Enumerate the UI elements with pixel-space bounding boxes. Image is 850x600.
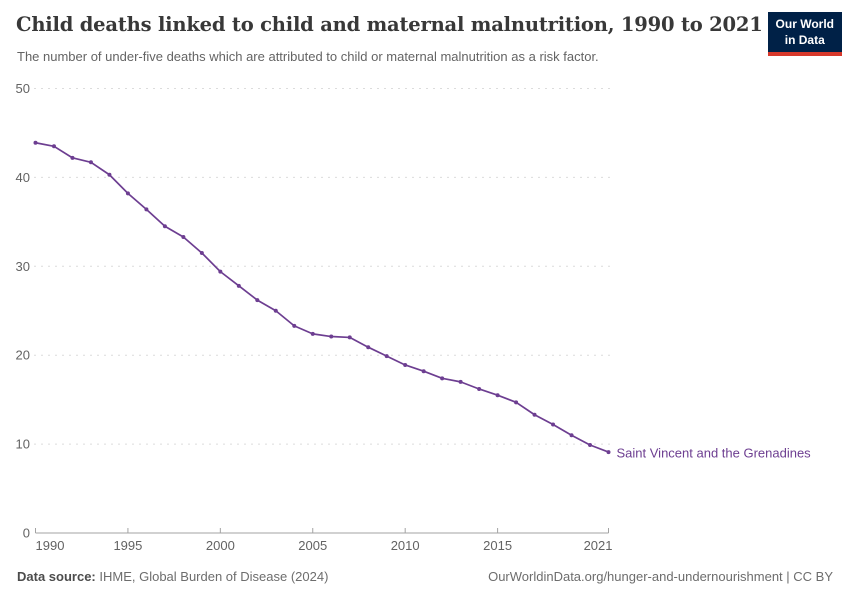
data-point[interactable] [588,442,593,447]
data-point[interactable] [569,433,574,438]
data-point[interactable] [88,160,93,165]
data-point[interactable] [107,172,112,177]
chart-footer: Data source: IHME, Global Burden of Dise… [17,569,833,584]
data-point[interactable] [125,191,130,196]
data-point[interactable] [292,323,297,328]
data-point[interactable] [199,250,204,255]
data-point[interactable] [310,331,315,336]
data-point[interactable] [440,376,445,381]
x-tick-label: 2015 [483,538,512,553]
data-point[interactable] [458,379,463,384]
footer-link[interactable]: OurWorldinData.org/hunger-and-undernouri… [488,569,833,584]
data-source-label: Data source: [17,569,96,584]
y-tick-label: 0 [23,526,30,541]
chart-subtitle: The number of under-five deaths which ar… [17,49,599,64]
data-point[interactable] [514,400,519,405]
data-point[interactable] [236,283,241,288]
y-tick-label: 40 [16,170,30,185]
owid-logo-line2: in Data [784,32,825,47]
data-point[interactable] [70,155,75,160]
data-point[interactable] [273,308,278,313]
data-point[interactable] [255,298,260,303]
data-point[interactable] [384,354,389,359]
data-point[interactable] [606,450,611,455]
x-tick-label: 2021 [584,538,613,553]
data-point[interactable] [33,140,38,145]
y-tick-label: 50 [16,81,30,96]
series-line[interactable] [34,141,610,453]
owid-logo-line1: Our World [775,17,834,31]
chart-title: Child deaths linked to child and materna… [16,13,763,36]
x-tick-label: 1995 [113,538,142,553]
data-point[interactable] [532,412,537,417]
data-point[interactable] [403,362,408,367]
y-tick-label: 20 [16,348,30,363]
data-point[interactable] [495,393,500,398]
data-source: Data source: IHME, Global Burden of Dise… [17,569,328,584]
x-tick-label: 2005 [298,538,327,553]
data-point[interactable] [477,386,482,391]
data-point[interactable] [329,334,334,339]
data-point[interactable] [421,369,426,374]
y-tick-label: 30 [16,259,30,274]
data-point[interactable] [551,422,556,427]
data-point[interactable] [162,224,167,229]
data-point[interactable] [366,345,371,350]
data-point[interactable] [218,269,223,274]
x-tick-label: 1990 [36,538,65,553]
x-tick-label: 2000 [206,538,235,553]
x-tick-label: 2010 [391,538,420,553]
data-point[interactable] [51,144,56,149]
series-label[interactable]: Saint Vincent and the Grenadines [616,445,811,461]
owid-logo[interactable]: Our World in Data [767,12,842,57]
data-point[interactable] [144,207,149,212]
y-tick-label: 10 [16,437,30,452]
data-point[interactable] [181,234,186,239]
data-point[interactable] [347,335,352,340]
data-source-text: IHME, Global Burden of Disease (2024) [95,569,329,584]
